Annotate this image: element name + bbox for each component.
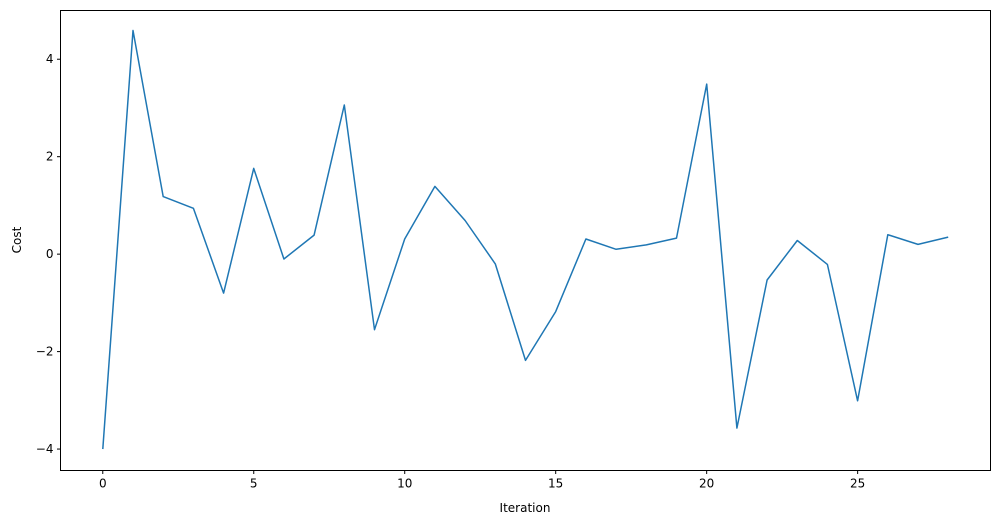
x-tick-label: 15: [548, 477, 563, 491]
x-tick-label: 0: [99, 477, 107, 491]
cost-series-line: [103, 31, 948, 450]
x-axis: 0 5 10 15 20 25: [99, 471, 865, 491]
y-axis: −4 −2 0 2 4: [36, 52, 61, 456]
x-tick-label: 10: [397, 477, 412, 491]
y-tick-label: 0: [46, 247, 54, 261]
x-tick-label: 20: [699, 477, 714, 491]
plot-frame: [61, 11, 991, 471]
y-tick-label: 4: [46, 52, 54, 66]
y-tick-label: −4: [36, 442, 54, 456]
x-tick-label: 5: [250, 477, 258, 491]
y-tick-label: −2: [36, 345, 54, 359]
y-tick-label: 2: [46, 150, 54, 164]
y-axis-label: Cost: [10, 226, 24, 253]
x-tick-label: 25: [850, 477, 865, 491]
x-axis-label: Iteration: [500, 501, 551, 515]
